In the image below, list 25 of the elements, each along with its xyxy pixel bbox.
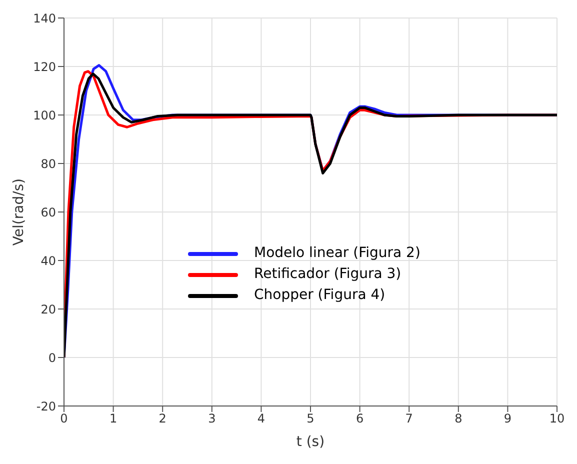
x-tick-label: 3: [208, 412, 216, 426]
y-tick-label: 20: [40, 302, 56, 316]
y-axis-title: Vel(rad/s): [10, 178, 27, 246]
y-tick-label: 140: [33, 11, 56, 26]
y-tick-label: 0: [48, 350, 56, 365]
legend-label: Retificador (Figura 3): [254, 265, 402, 284]
x-tick-label: 8: [454, 412, 462, 426]
y-tick-label: 80: [40, 156, 56, 171]
x-tick-label: 2: [158, 412, 166, 426]
y-tick-label: 40: [40, 254, 56, 268]
x-tick-label: 9: [504, 412, 512, 426]
x-axis-title: t (s): [296, 434, 325, 450]
legend-label: Chopper (Figura 4): [254, 286, 386, 305]
y-tick-label: 120: [33, 60, 56, 74]
y-tick-label: -20: [36, 399, 56, 414]
y-tick-label: 100: [33, 108, 56, 122]
x-tick-label: 6: [356, 412, 364, 426]
x-tick-label: 5: [306, 412, 314, 426]
legend-label: Modelo linear (Figura 2): [254, 244, 420, 263]
x-tick-label: 0: [60, 412, 68, 426]
x-tick-label: 4: [257, 412, 266, 426]
y-tick-label: 60: [40, 205, 56, 220]
x-tick-label: 1: [109, 412, 118, 426]
x-tick-label: 10: [549, 412, 565, 426]
x-tick-label: 7: [405, 412, 413, 426]
